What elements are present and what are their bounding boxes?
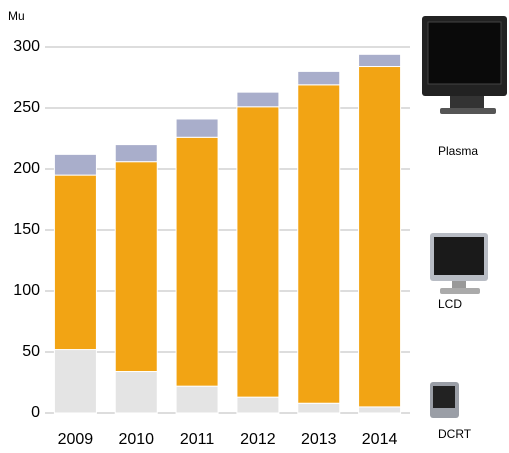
y-tick-label: 150 [13, 221, 40, 238]
bar-segment [53, 349, 97, 414]
bar-segment [53, 174, 97, 351]
bar-segment [53, 153, 97, 176]
y-tick-label: 100 [13, 282, 40, 299]
x-tick-label: 2011 [180, 431, 215, 448]
plasma-icon [422, 16, 507, 114]
x-tick-label: 2012 [240, 431, 276, 448]
y-tick-label: 0 [31, 404, 40, 421]
bar-segment [175, 136, 219, 387]
bar-segment [175, 118, 219, 138]
bar-segment [358, 53, 402, 68]
y-tick-label: 300 [13, 38, 40, 55]
bar-segment [114, 371, 158, 414]
dcrt-icon [430, 382, 459, 418]
y-tick-label: 200 [13, 160, 40, 177]
bar-segment [358, 406, 402, 414]
bar-segment [114, 161, 158, 373]
bar-segment [297, 70, 341, 86]
bar-segment [236, 91, 280, 108]
legend-label: LCD [438, 297, 462, 311]
bar-segment [297, 84, 341, 404]
bar-segment [236, 396, 280, 414]
bar-segment [358, 66, 402, 408]
x-tick-label: 2009 [58, 431, 94, 448]
y-tick-label: 50 [22, 343, 40, 360]
x-tick-label: 2010 [118, 431, 154, 448]
legend-label: DCRT [438, 427, 472, 441]
x-tick-label: 2013 [301, 431, 337, 448]
y-tick-label: 250 [13, 99, 40, 116]
y-axis-label: Mu [8, 9, 25, 23]
x-tick-label: 2014 [362, 431, 398, 448]
bar-segment [236, 106, 280, 398]
bar-segment [297, 402, 341, 414]
bar-segment [175, 385, 219, 414]
legend-label: Plasma [438, 144, 478, 158]
lcd-icon [430, 233, 488, 294]
bar-segment [114, 144, 158, 163]
